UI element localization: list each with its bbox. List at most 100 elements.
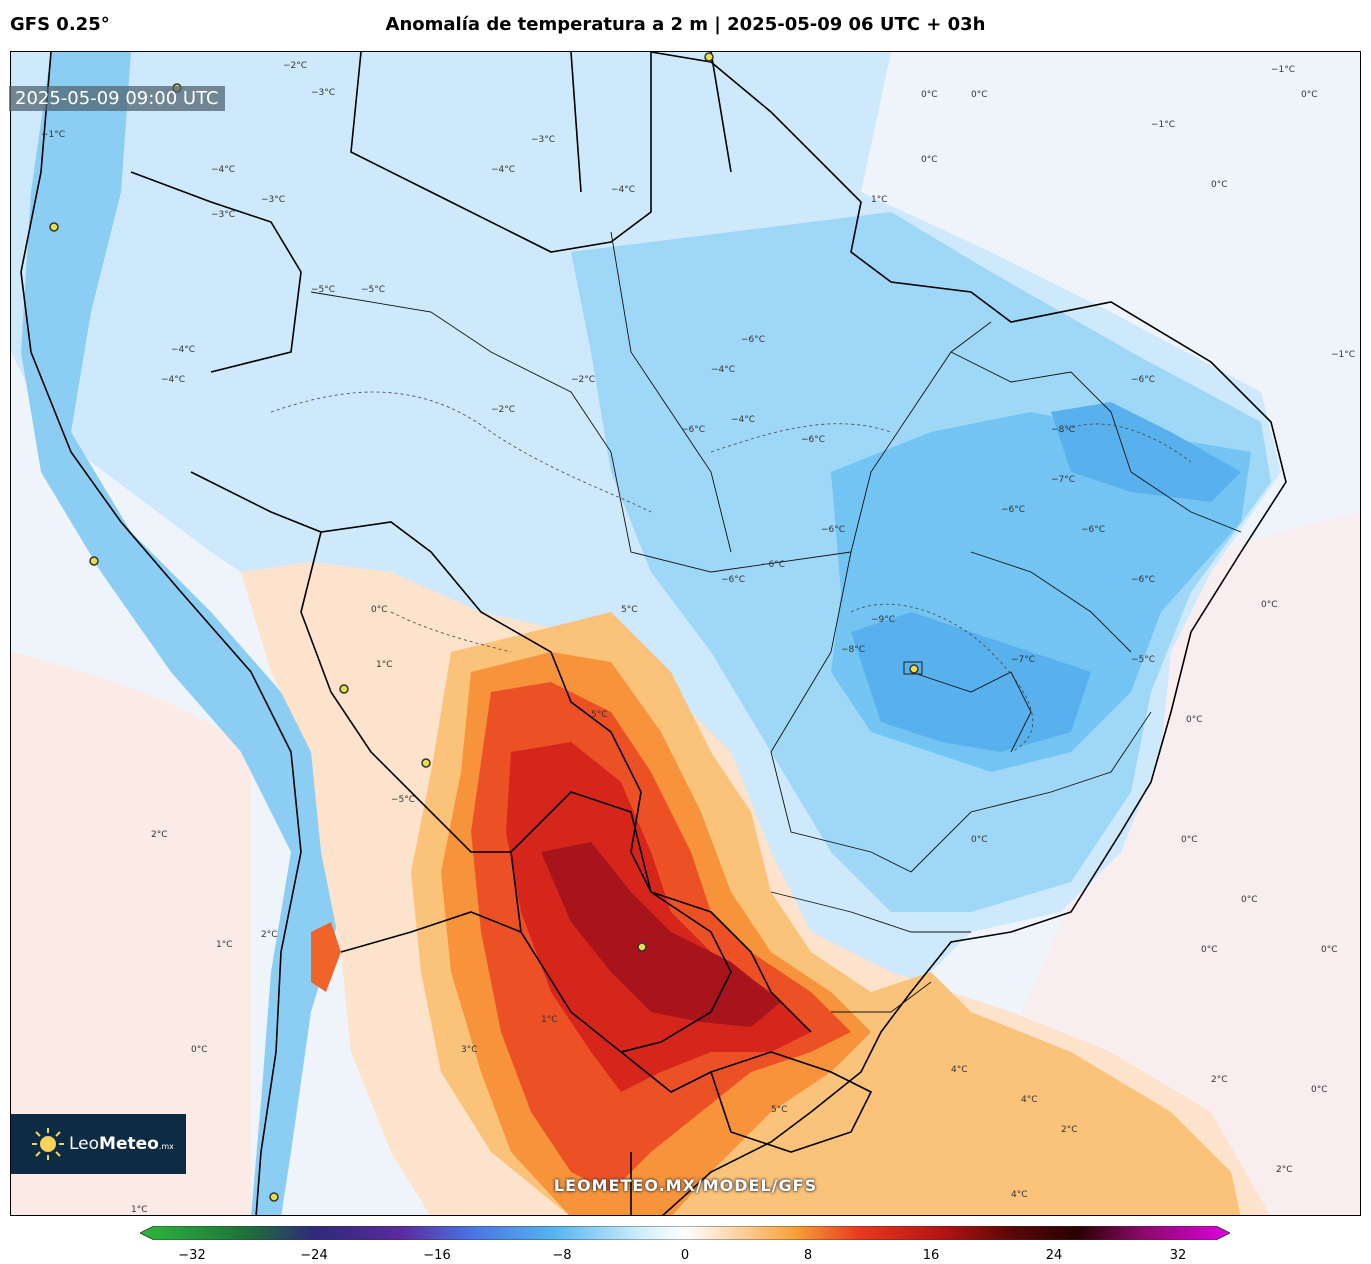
city-marker <box>339 684 349 694</box>
anomaly-map: −2°C −3°C −1°C −4°C −3°C −3°C −5°C −5°C … <box>11 52 1360 1215</box>
contour-lines <box>270 391 1192 753</box>
andes-cold-strip <box>21 52 341 1215</box>
city-marker <box>704 52 714 62</box>
border-argentina <box>340 911 712 1215</box>
colorbar-tick: −16 <box>423 1248 451 1263</box>
colorbar-tick: −8 <box>552 1248 572 1263</box>
contour-label: −4°C <box>161 375 185 385</box>
contour-label: 1°C <box>216 940 233 950</box>
contour-label: 3°C <box>461 1045 478 1055</box>
contour-label: 0°C <box>371 605 388 615</box>
city-marker <box>637 942 647 952</box>
contour-label: 0°C <box>971 835 988 845</box>
contour-label: −2°C <box>283 61 307 71</box>
border-paraguay <box>510 791 732 1053</box>
contour-label: 4°C <box>951 1065 968 1075</box>
contour-label: −4°C <box>171 345 195 355</box>
coastline-east <box>650 52 1287 1215</box>
contour-label: 2°C <box>1061 1125 1078 1135</box>
contour-label-group: −2°C −3°C −1°C −4°C −3°C −3°C −5°C −5°C … <box>41 61 1355 1215</box>
contour-label: −6°C <box>1131 375 1155 385</box>
contour-label: 2°C <box>1211 1075 1228 1085</box>
colorbar-tick: 8 <box>803 1248 813 1263</box>
border-brazil-west <box>190 471 812 1033</box>
contour-label: 1°C <box>871 195 888 205</box>
state-borders <box>310 231 1242 1013</box>
contour-label: −6°C <box>801 435 825 445</box>
contour-label: 1°C <box>541 1015 558 1025</box>
sun-icon <box>31 1127 65 1161</box>
contour-label: −4°C <box>491 165 515 175</box>
city-marker <box>909 664 919 674</box>
pacific-warm-area <box>11 652 251 1215</box>
border-colombia <box>130 171 302 373</box>
contour-label: −6°C <box>1081 525 1105 535</box>
contour-label: −6°C <box>821 525 845 535</box>
contour-label: 0°C <box>1181 835 1198 845</box>
contour-label: −4°C <box>711 365 735 375</box>
valid-time-label: 2025-05-09 09:00 UTC <box>9 86 225 111</box>
border-uruguay <box>709 1051 873 1153</box>
contour-label: −1°C <box>1331 350 1355 360</box>
city-marker <box>421 758 431 768</box>
city-marker <box>269 1192 279 1202</box>
contour-label: 0°C <box>971 90 988 100</box>
contour-label: −1°C <box>41 130 65 140</box>
colorbar-tick: 24 <box>1045 1248 1063 1263</box>
contour-label: −3°C <box>261 195 285 205</box>
model-label: GFS 0.25° <box>10 14 110 35</box>
colorbar-gradient <box>140 1226 1230 1240</box>
contour-label: 2°C <box>1276 1165 1293 1175</box>
contour-label: −5°C <box>361 285 385 295</box>
border-bolivia <box>300 531 511 853</box>
contour-label: −1°C <box>1151 120 1175 130</box>
map-title: Anomalía de temperatura a 2 m | 2025-05-… <box>385 14 986 35</box>
contour-label: −6°C <box>741 335 765 345</box>
colorbar-tick: 0 <box>680 1248 690 1263</box>
contour-label: 0°C <box>1301 90 1318 100</box>
contour-label: 0°C <box>1211 180 1228 190</box>
cold-anomaly-ne <box>1051 402 1241 502</box>
cold-anomaly-center <box>851 612 1091 752</box>
contour-label: 0°C <box>1311 1085 1328 1095</box>
contour-label: −4°C <box>611 185 635 195</box>
city-marker <box>49 222 59 232</box>
watermark-url: LEOMETEO.MX/MODEL/GFS <box>553 1176 818 1195</box>
contour-label: −4°C <box>211 165 235 175</box>
colorbar-tick: −24 <box>300 1248 328 1263</box>
contour-label: 4°C <box>1011 1190 1028 1200</box>
contour-label: 0°C <box>1261 600 1278 610</box>
contour-label: 0°C <box>1241 895 1258 905</box>
contour-label: −2°C <box>571 375 595 385</box>
contour-label: 2°C <box>261 930 278 940</box>
contour-label: 0°C <box>921 155 938 165</box>
contour-label: −8°C <box>841 645 865 655</box>
andes-warm-spot <box>311 922 341 992</box>
contour-label: 0°C <box>1201 945 1218 955</box>
border-venezuela <box>350 52 652 253</box>
colorbar <box>140 1226 1230 1240</box>
contour-label: 5°C <box>771 1105 788 1115</box>
contour-label: −6°C <box>721 575 745 585</box>
border-guianas <box>570 52 732 193</box>
contour-label: −6°C <box>681 425 705 435</box>
contour-label: 5°C <box>621 605 638 615</box>
contour-label: −2°C <box>491 405 515 415</box>
leometeo-logo[interactable]: LeoMeteo.mx <box>11 1114 186 1174</box>
contour-label: −9°C <box>871 615 895 625</box>
city-marker <box>89 556 99 566</box>
contour-label: −1°C <box>1271 65 1295 75</box>
coastline-west <box>20 52 302 1215</box>
contour-label: 1°C <box>376 660 393 670</box>
contour-label: −7°C <box>1011 655 1035 665</box>
colorbar-tick: 16 <box>922 1248 940 1263</box>
contour-label: 1°C <box>131 1205 148 1215</box>
contour-label: 2°C <box>151 830 168 840</box>
contour-label: 0°C <box>1321 945 1338 955</box>
contour-label: −6°C <box>761 560 785 570</box>
contour-label: −7°C <box>1051 475 1075 485</box>
colorbar-tick: 32 <box>1169 1248 1187 1263</box>
contour-label: −5°C <box>391 795 415 805</box>
map-panel[interactable]: −2°C −3°C −1°C −4°C −3°C −3°C −5°C −5°C … <box>10 51 1361 1216</box>
contour-label: −3°C <box>311 88 335 98</box>
